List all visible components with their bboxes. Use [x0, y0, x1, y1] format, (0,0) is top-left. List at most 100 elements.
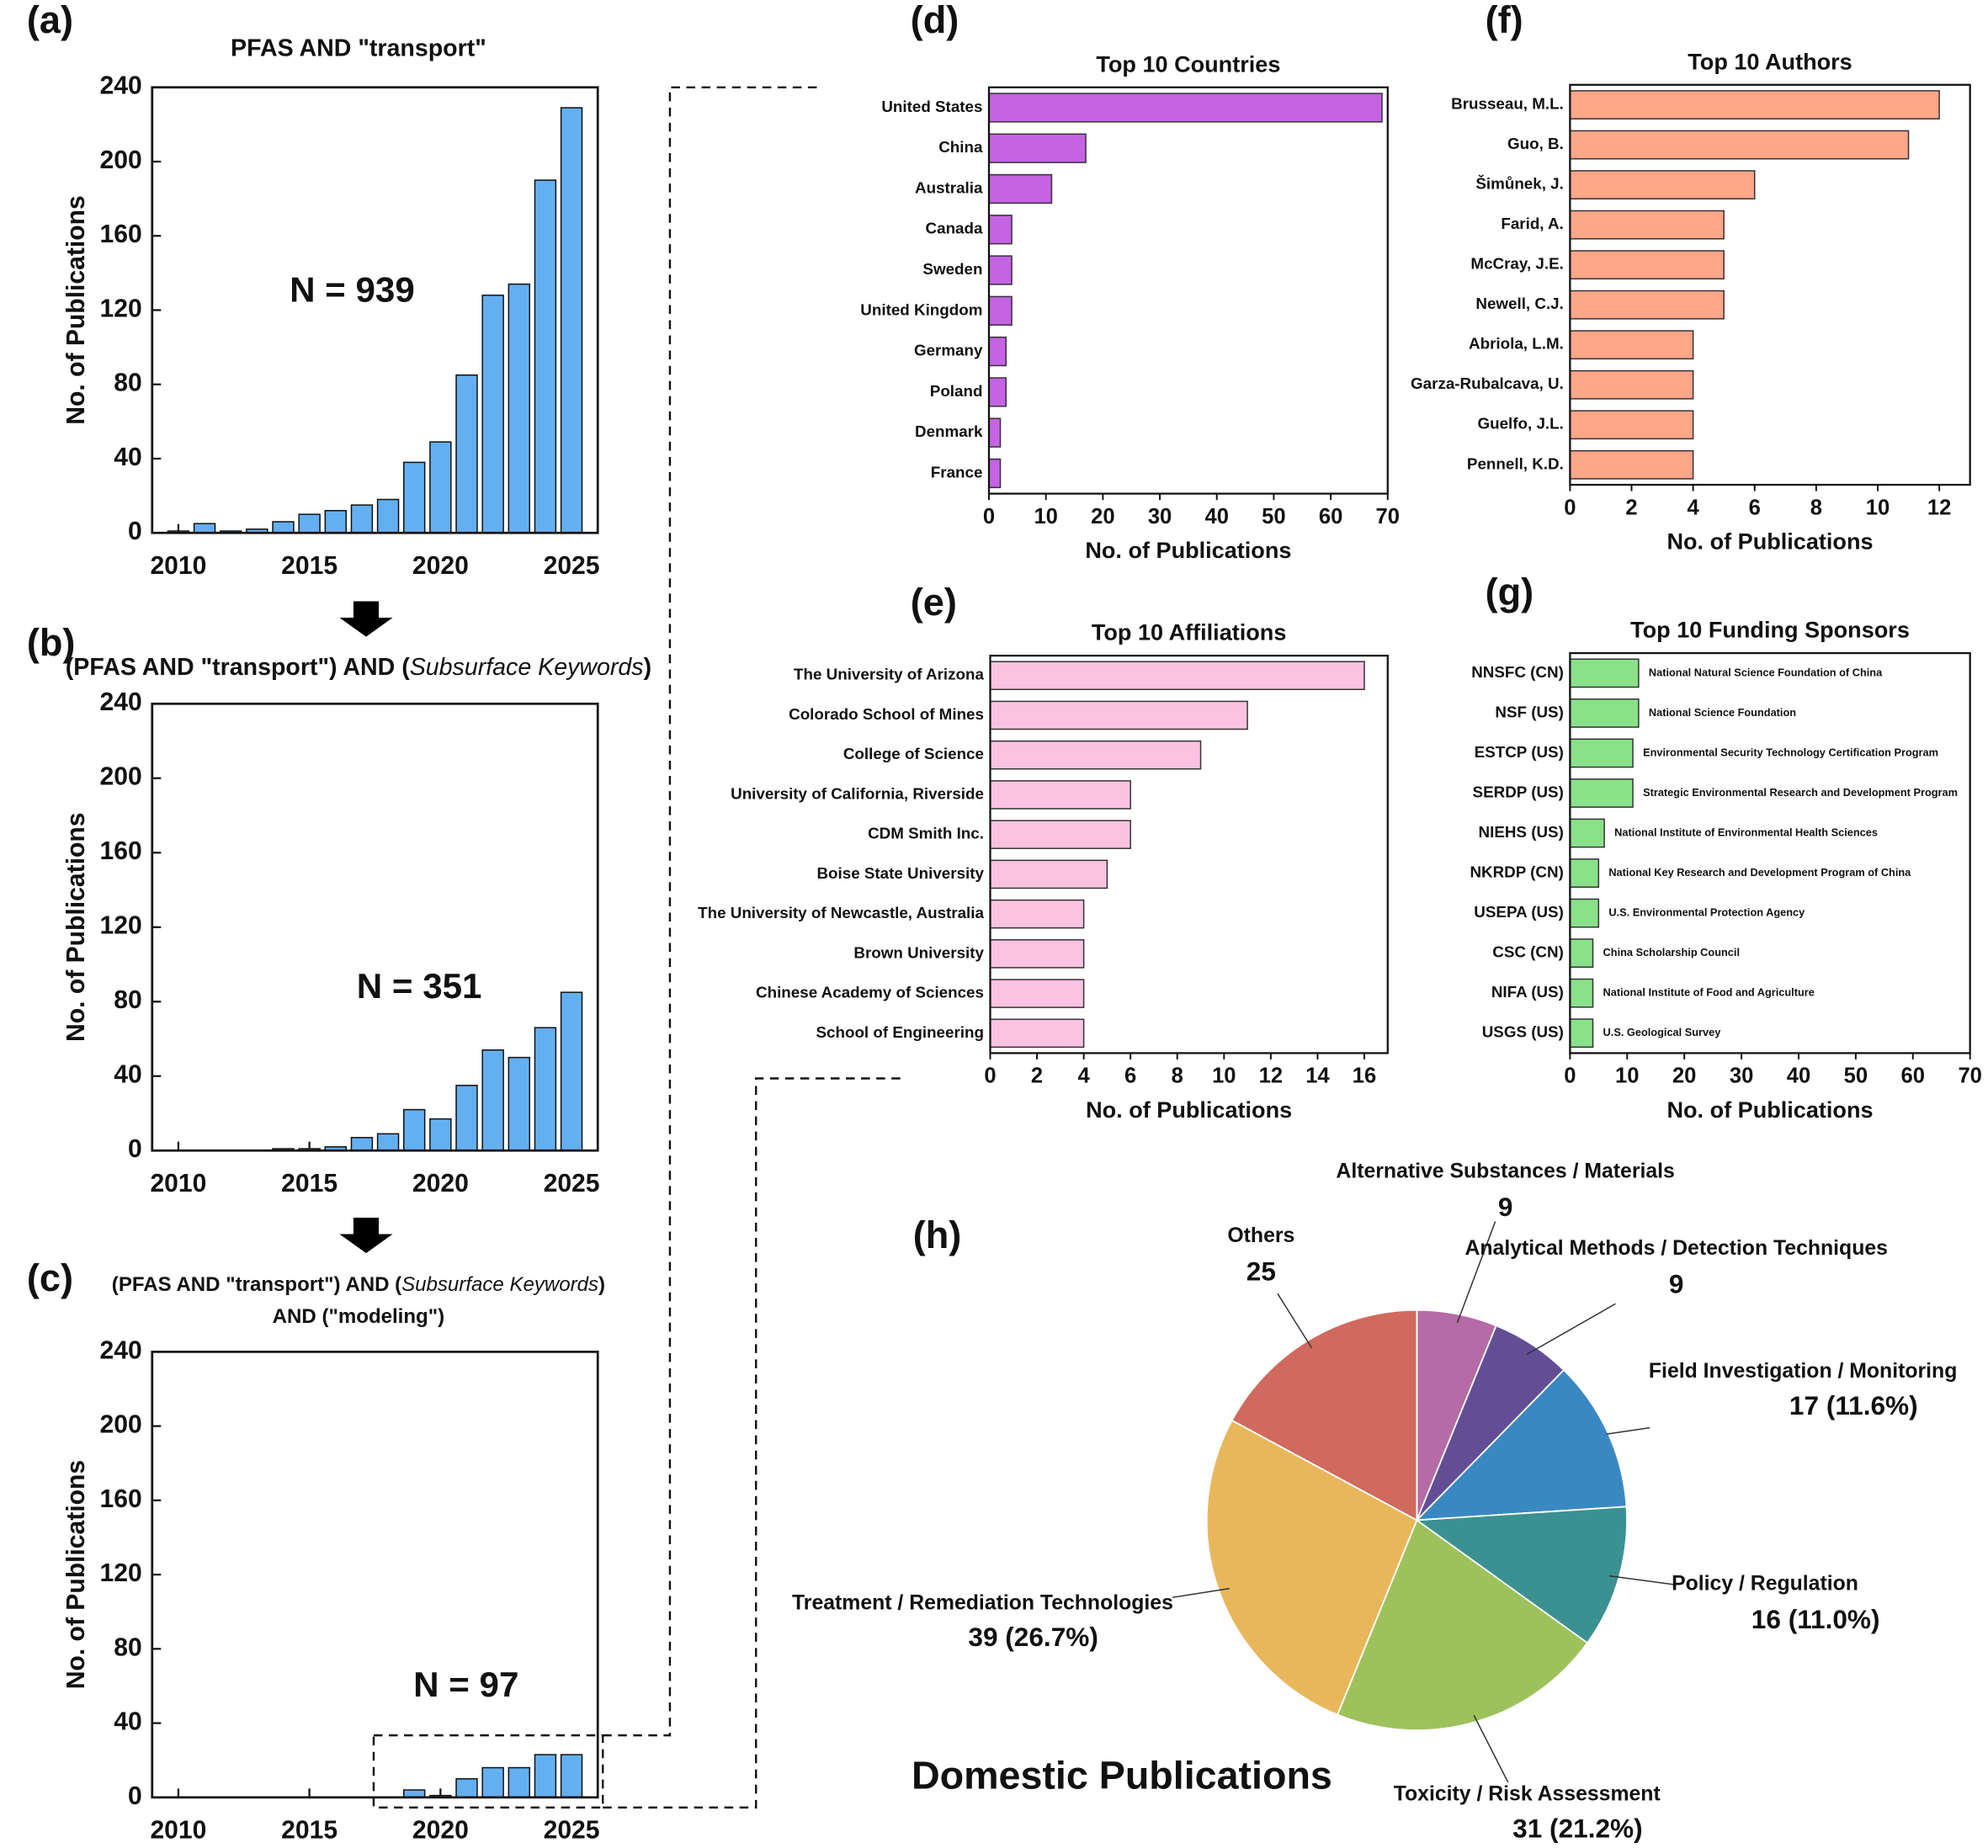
- bar: [988, 93, 1383, 123]
- x-tick-label: 6: [1749, 496, 1761, 519]
- title-part: PFAS AND "transport": [231, 35, 486, 61]
- connectors: [372, 86, 901, 1809]
- slice-value: 17 (11.6%): [1789, 1390, 1918, 1421]
- x-tick-label: 60: [1901, 1065, 1925, 1088]
- title-part: ): [644, 654, 652, 681]
- bar: [988, 133, 1087, 163]
- bar: [481, 1766, 504, 1798]
- annotation: N = 97: [413, 1665, 518, 1704]
- leader-line: [1172, 1587, 1230, 1598]
- bar: [560, 1754, 583, 1798]
- bar: [988, 295, 1013, 326]
- bar: [988, 377, 1007, 407]
- x-axis-label: No. of Publications: [1666, 528, 1873, 554]
- plot-frame: [989, 655, 1389, 1054]
- y-tick-label: 0: [128, 1135, 142, 1163]
- y-tick-label: 120: [100, 1559, 142, 1587]
- bar: [989, 1018, 1085, 1049]
- y-tick-label: 160: [100, 837, 142, 865]
- bar: [455, 1085, 478, 1151]
- x-tick-label: 2015: [281, 1816, 338, 1844]
- bar: [989, 780, 1131, 810]
- bar-description: U.S. Geological Survey: [1603, 1026, 1722, 1038]
- category-label: France: [931, 463, 983, 481]
- category-label: United States: [881, 98, 982, 115]
- bar: [989, 939, 1085, 969]
- y-tick-label: 200: [100, 146, 142, 174]
- leader-line: [1526, 1303, 1616, 1356]
- annotation: N = 351: [357, 966, 482, 1006]
- plot-frame: [151, 1351, 599, 1799]
- title-part: ): [598, 1274, 605, 1297]
- category-label: Brown University: [853, 943, 984, 961]
- x-tick-label: 2: [1625, 496, 1637, 519]
- pie-slice: [1231, 1309, 1418, 1521]
- bar: [1569, 410, 1694, 440]
- chart-title: Top 10 Affiliations: [1092, 619, 1287, 645]
- category-label: Canada: [926, 220, 983, 237]
- slice-value: 25: [1246, 1256, 1276, 1286]
- category-label: Pennell, K.D.: [1467, 454, 1564, 472]
- panel-label: (a): [27, 0, 73, 41]
- chart-title: Top 10 Funding Sponsors: [1630, 617, 1910, 643]
- bar: [298, 513, 321, 534]
- bar: [1569, 698, 1640, 728]
- chart-title: Top 10 Authors: [1688, 48, 1852, 74]
- bar: [1569, 978, 1594, 1008]
- category-label: CSC (CN): [1492, 943, 1564, 961]
- bar: [534, 179, 557, 534]
- x-tick-label: 0: [984, 1065, 996, 1088]
- title-part: Subsurface Keywords: [410, 654, 644, 681]
- x-tick-label: 0: [983, 505, 995, 528]
- bar: [1569, 449, 1694, 480]
- bar: [1569, 250, 1725, 280]
- bar: [989, 859, 1108, 889]
- bar: [989, 700, 1248, 730]
- bar: [989, 661, 1365, 691]
- category-label: Newell, C.J.: [1475, 295, 1563, 312]
- x-tick-label: 30: [1148, 505, 1172, 528]
- category-label: Germany: [914, 342, 983, 359]
- y-tick-label: 120: [100, 295, 142, 322]
- y-tick-label: 200: [100, 1411, 142, 1439]
- y-tick-label: 40: [114, 1708, 141, 1736]
- slice-label: Alternative Substances / Materials: [1336, 1160, 1674, 1182]
- plot-frame: [151, 702, 599, 1152]
- category-label: NNSFC (CN): [1471, 663, 1564, 681]
- x-tick-label: 12: [1259, 1065, 1283, 1088]
- bar: [1569, 738, 1634, 768]
- chart-title: PFAS AND "transport": [231, 35, 486, 61]
- leader-line: [1456, 1221, 1496, 1324]
- category-label: Australia: [915, 178, 983, 196]
- bar-description: National Natural Science Foundation of C…: [1649, 666, 1883, 678]
- panel-label: (d): [911, 0, 959, 41]
- category-label: USEPA (US): [1474, 903, 1564, 921]
- title-part: (PFAS AND "transport") AND (: [112, 1274, 401, 1297]
- category-label: ESTCP (US): [1475, 743, 1564, 761]
- pie-slice: [1205, 1419, 1418, 1716]
- bar: [481, 295, 504, 534]
- bar: [1569, 330, 1694, 360]
- category-label: Brusseau, M.L.: [1451, 95, 1564, 113]
- slice-label: Analytical Methods / Detection Technique…: [1464, 1237, 1887, 1260]
- connector-line: [603, 86, 818, 1737]
- plot-frame: [987, 86, 1389, 495]
- category-label: Boise State University: [816, 864, 984, 882]
- x-tick-label: 2025: [544, 552, 600, 580]
- y-tick-label: 40: [114, 1061, 141, 1089]
- bar-description: National Science Foundation: [1649, 706, 1796, 719]
- category-label: Sweden: [922, 260, 982, 278]
- x-tick-label: 10: [1034, 505, 1057, 528]
- bar: [376, 1133, 400, 1151]
- bar: [988, 458, 1002, 489]
- bar: [1569, 369, 1694, 400]
- slice-value: 31 (21.2%): [1512, 1813, 1642, 1843]
- bar-description: National Key Research and Development Pr…: [1608, 866, 1911, 879]
- plot-frame: [151, 86, 599, 534]
- bar: [988, 173, 1053, 204]
- y-tick-label: 0: [128, 518, 142, 545]
- x-tick-label: 60: [1319, 505, 1342, 528]
- y-tick-label: 240: [100, 1336, 142, 1364]
- bar: [988, 417, 1002, 448]
- bar: [1569, 898, 1600, 928]
